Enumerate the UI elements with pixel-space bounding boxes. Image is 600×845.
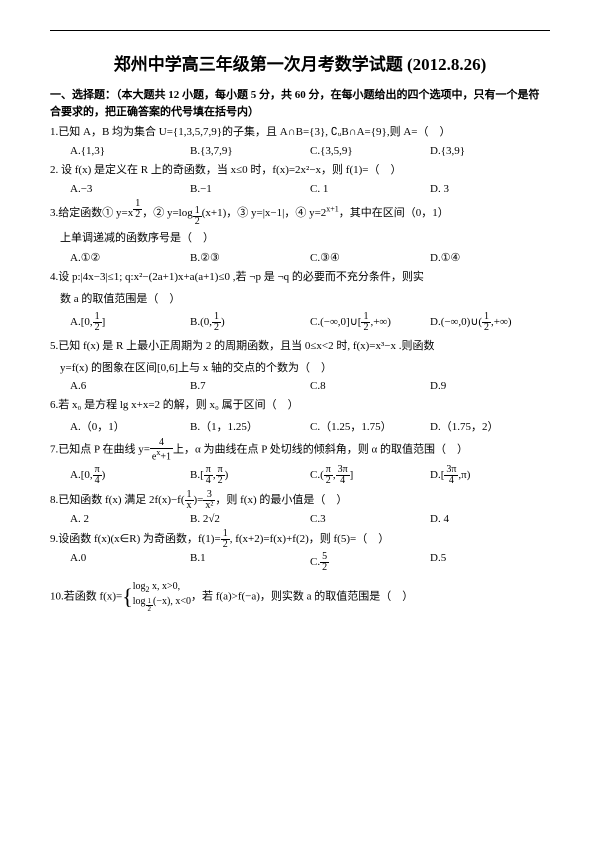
q2-c: C. 1 (310, 183, 430, 195)
question-3b: 上单调递减的函数序号是（ ） (50, 229, 550, 249)
q4-a: A.[0,12] (70, 312, 190, 333)
q2-a: A.−3 (70, 183, 190, 195)
q6-a: A.（0，1） (70, 418, 190, 434)
q9-b: B.1 (190, 552, 310, 573)
question-9: 9.设函数 f(x)(x∈R) 为奇函数，f(1)=12, f(x+2)=f(x… (50, 529, 550, 550)
section-heading: 一、选择题：（本大题共 12 小题，每小题 5 分，共 60 分，在每小题给出的… (50, 87, 550, 120)
question-6: 6.若 x₀ 是方程 lg x+x=2 的解，则 x₀ 属于区间（ ） (50, 396, 550, 416)
q1-a: A.{1,3} (70, 145, 190, 157)
q7-c: C.(π2,3π4] (310, 465, 430, 486)
question-10: 10.若函数 f(x)={log2 x, x>0,log12(−x), x<0，… (50, 577, 550, 617)
question-8: 8.已知函数 f(x) 满足 2f(x)−f(1x)=3x²，则 f(x) 的最… (50, 490, 550, 511)
q8-c: C.3 (310, 513, 430, 525)
q5-options: A.6 B.7 C.8 D.9 (50, 380, 550, 392)
exam-title: 郑州中学高三年级第一次月考数学试题 (2012.8.26) (50, 50, 550, 75)
q8-a: A. 2 (70, 513, 190, 525)
q5-b: B.7 (190, 380, 310, 392)
q1-options: A.{1,3} B.{3,7,9} C.{3,5,9} D.{3,9} (50, 145, 550, 157)
q2-options: A.−3 B.−1 C. 1 D. 3 (50, 183, 550, 195)
question-2: 2. 设 f(x) 是定义在 R 上的奇函数，当 x≤0 时，f(x)=2x²−… (50, 161, 550, 181)
q5-d: D.9 (430, 380, 550, 392)
q6-options: A.（0，1） B.（1，1.25） C.（1.25，1.75） D.（1.75… (50, 418, 550, 434)
question-4b: 数 a 的取值范围是（ ） (50, 290, 550, 310)
q1-b: B.{3,7,9} (190, 145, 310, 157)
q3-b: B.②③ (190, 251, 310, 264)
q8-b: B. 2√2 (190, 513, 310, 525)
q2-b: B.−1 (190, 183, 310, 195)
question-7: 7.已知点 P 在曲线 y=4ex+1上，α 为曲线在点 P 处切线的倾斜角，则… (50, 438, 550, 462)
q4-c: C.(−∞,0]∪[12,+∞) (310, 312, 430, 333)
q9-a: A.0 (70, 552, 190, 573)
q6-d: D.（1.75，2） (430, 418, 550, 434)
q7-d: D.[3π4,π) (430, 465, 550, 486)
q9-d: D.5 (430, 552, 550, 573)
q4-options: A.[0,12] B.(0,12) C.(−∞,0]∪[12,+∞) D.(−∞… (50, 312, 550, 333)
q9-c: C.52 (310, 552, 430, 573)
q2-d: D. 3 (430, 183, 550, 195)
q8-options: A. 2 B. 2√2 C.3 D. 4 (50, 513, 550, 525)
q4-d: D.(−∞,0)∪(12,+∞) (430, 312, 550, 333)
q1-c: C.{3,5,9} (310, 145, 430, 157)
q7-options: A.[0,π4) B.[π4,π2) C.(π2,3π4] D.[3π4,π) (50, 465, 550, 486)
q6-b: B.（1，1.25） (190, 418, 310, 434)
q3-a: A.①② (70, 251, 190, 264)
q3-d: D.①④ (430, 251, 550, 264)
question-5: 5.已知 f(x) 是 R 上最小正周期为 2 的周期函数，且当 0≤x<2 时… (50, 337, 550, 357)
q7-a: A.[0,π4) (70, 465, 190, 486)
q8-d: D. 4 (430, 513, 550, 525)
question-5b: y=f(x) 的图象在区间[0,6]上与 x 轴的交点的个数为（ ） (50, 359, 550, 379)
q5-a: A.6 (70, 380, 190, 392)
q7-b: B.[π4,π2) (190, 465, 310, 486)
question-4: 4.设 p:|4x−3|≤1; q:x²−(2a+1)x+a(a+1)≤0 ,若… (50, 268, 550, 288)
q6-c: C.（1.25，1.75） (310, 418, 430, 434)
page-top-rule (50, 30, 550, 31)
q3-c: C.③④ (310, 251, 430, 264)
q5-c: C.8 (310, 380, 430, 392)
q1-d: D.{3,9} (430, 145, 550, 157)
q4-b: B.(0,12) (190, 312, 310, 333)
question-1: 1.已知 A，B 均为集合 U={1,3,5,7,9}的子集，且 A∩B={3}… (50, 123, 550, 143)
q3-options: A.①② B.②③ C.③④ D.①④ (50, 251, 550, 264)
question-3: 3.给定函数① y=x12，② y=log12(x+1)，③ y=|x−1|，④… (50, 199, 550, 228)
q9-options: A.0 B.1 C.52 D.5 (50, 552, 550, 573)
